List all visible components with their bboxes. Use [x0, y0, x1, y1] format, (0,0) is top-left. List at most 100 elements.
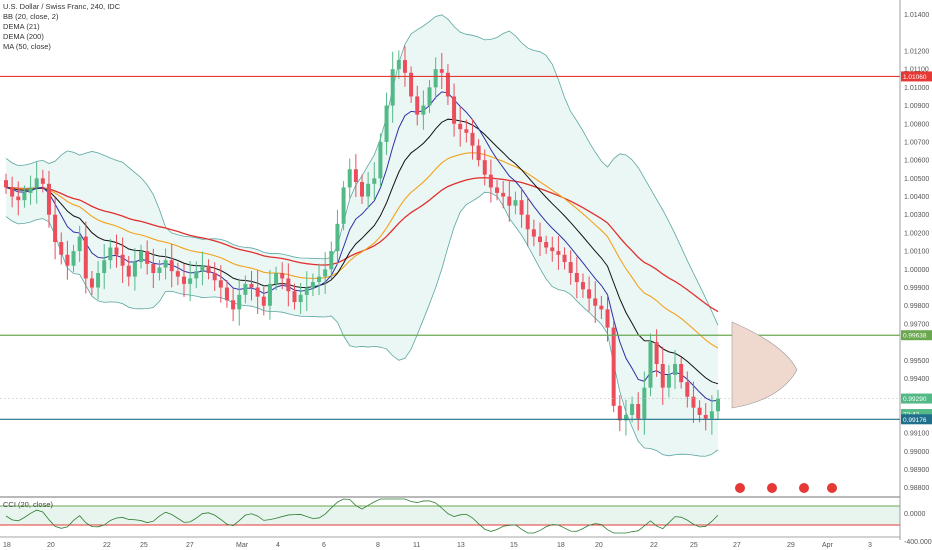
candle-body — [654, 342, 659, 364]
x-tick-label: 13 — [457, 542, 465, 549]
y-tick-label: 0.99500 — [904, 358, 929, 365]
candle-body — [261, 296, 266, 306]
y-tick-label: 0.99100 — [904, 431, 929, 438]
candle-body — [77, 236, 82, 252]
indicator-ma50: MA (50, close) — [3, 42, 51, 51]
y-tick-label: 0.99400 — [904, 376, 929, 383]
candle-body — [378, 141, 383, 179]
y-tick-label: 0.99800 — [904, 303, 929, 310]
candle-body — [145, 251, 150, 264]
candle-body — [593, 298, 598, 306]
x-tick-label: 6 — [322, 542, 326, 549]
x-tick-label: 29 — [787, 542, 795, 549]
candle-body — [458, 123, 463, 130]
x-tick-label: 8 — [376, 542, 380, 549]
candle-body — [286, 278, 291, 292]
candle-body — [617, 405, 622, 421]
cci-label: CCI (20, close) — [3, 500, 54, 509]
candle-body — [691, 396, 696, 408]
candle-body — [206, 265, 211, 273]
dema21-line — [5, 91, 719, 402]
price-tag — [901, 71, 932, 82]
x-tick-label: 25 — [140, 542, 148, 549]
candle-body — [274, 272, 279, 284]
candle-body — [568, 262, 573, 273]
event-badge-icon — [799, 483, 809, 493]
candle-body — [224, 287, 229, 301]
indicator-dema21: DEMA (21) — [3, 22, 40, 31]
y-tick-label: 1.00000 — [904, 267, 929, 274]
candle-body — [580, 282, 585, 290]
candle-body — [574, 272, 579, 283]
candle-body — [384, 105, 389, 142]
ma50-line — [5, 152, 719, 349]
x-tick-label: 18 — [3, 542, 11, 549]
x-tick-label: 18 — [557, 542, 565, 549]
candle-body — [163, 260, 168, 268]
candle-body — [218, 280, 223, 288]
candle-body — [507, 196, 512, 206]
candle-body — [501, 192, 506, 197]
projection-layer — [731, 321, 798, 409]
candle-body — [636, 404, 641, 419]
candle-body — [347, 169, 352, 188]
candle-body — [372, 178, 377, 184]
candle-body — [267, 283, 272, 306]
candle-body — [519, 200, 524, 215]
candle-body — [34, 178, 39, 188]
candle-body — [237, 294, 242, 310]
candle-body — [212, 272, 217, 281]
y-tick-label: 1.00500 — [904, 176, 929, 183]
candle-body — [96, 272, 101, 288]
y-tick-label: 1.00700 — [904, 139, 929, 146]
y-tick-label: 1.01000 — [904, 85, 929, 92]
candle-body — [679, 363, 684, 383]
y-tick-label: 1.00800 — [904, 121, 929, 128]
candle-body — [59, 242, 64, 255]
price-tag-label: 0.99290 — [903, 396, 927, 403]
price-tag-label: 0.99638 — [903, 333, 927, 340]
chart-title: U.S. Dollar / Swiss Franc, 240, IDC — [3, 2, 121, 11]
y-tick-label: 0.99700 — [904, 321, 929, 328]
y-tick-label: 0.99900 — [904, 285, 929, 292]
x-tick-label: 4 — [276, 542, 280, 549]
candle-body — [16, 196, 21, 201]
candle-body — [126, 265, 131, 277]
candle-body — [139, 251, 144, 263]
candle-body — [623, 414, 628, 421]
candle-body — [709, 411, 714, 419]
y-tick-label: 1.00300 — [904, 212, 929, 219]
x-tick-label: 22 — [103, 542, 111, 549]
candle-body — [46, 183, 51, 215]
x-tick-label: 22 — [650, 542, 658, 549]
candle-body — [360, 181, 364, 197]
candle-body — [102, 260, 107, 273]
candle-body — [53, 214, 58, 243]
candle-body — [310, 282, 315, 288]
candle-body — [703, 414, 708, 419]
x-tick-label: Apr — [822, 542, 834, 549]
candle-body — [464, 129, 469, 133]
candle-body — [132, 262, 137, 277]
candle-body — [531, 229, 536, 237]
x-tick-label: 27 — [733, 542, 741, 549]
x-tick-label: 3 — [868, 542, 872, 549]
y-tick-label: 1.00200 — [904, 230, 929, 237]
x-tick-label: 11 — [413, 542, 420, 549]
candle-body — [200, 265, 205, 272]
candle-body — [544, 242, 549, 248]
x-tick-label: 27 — [186, 542, 194, 549]
y-tick-label: 1.00600 — [904, 158, 929, 165]
price-tag — [901, 414, 932, 425]
candle-layer — [4, 46, 720, 436]
candle-body — [390, 69, 395, 106]
event-badge-icon — [735, 483, 745, 493]
cci-tick-label: 0.0000 — [904, 511, 926, 518]
candle-body — [341, 187, 346, 224]
candle-body — [40, 178, 45, 184]
y-tick-label: 0.99000 — [904, 449, 929, 456]
indicator-dema200: DEMA (200) — [3, 32, 44, 41]
candle-body — [666, 374, 671, 388]
candle-body — [611, 327, 616, 406]
